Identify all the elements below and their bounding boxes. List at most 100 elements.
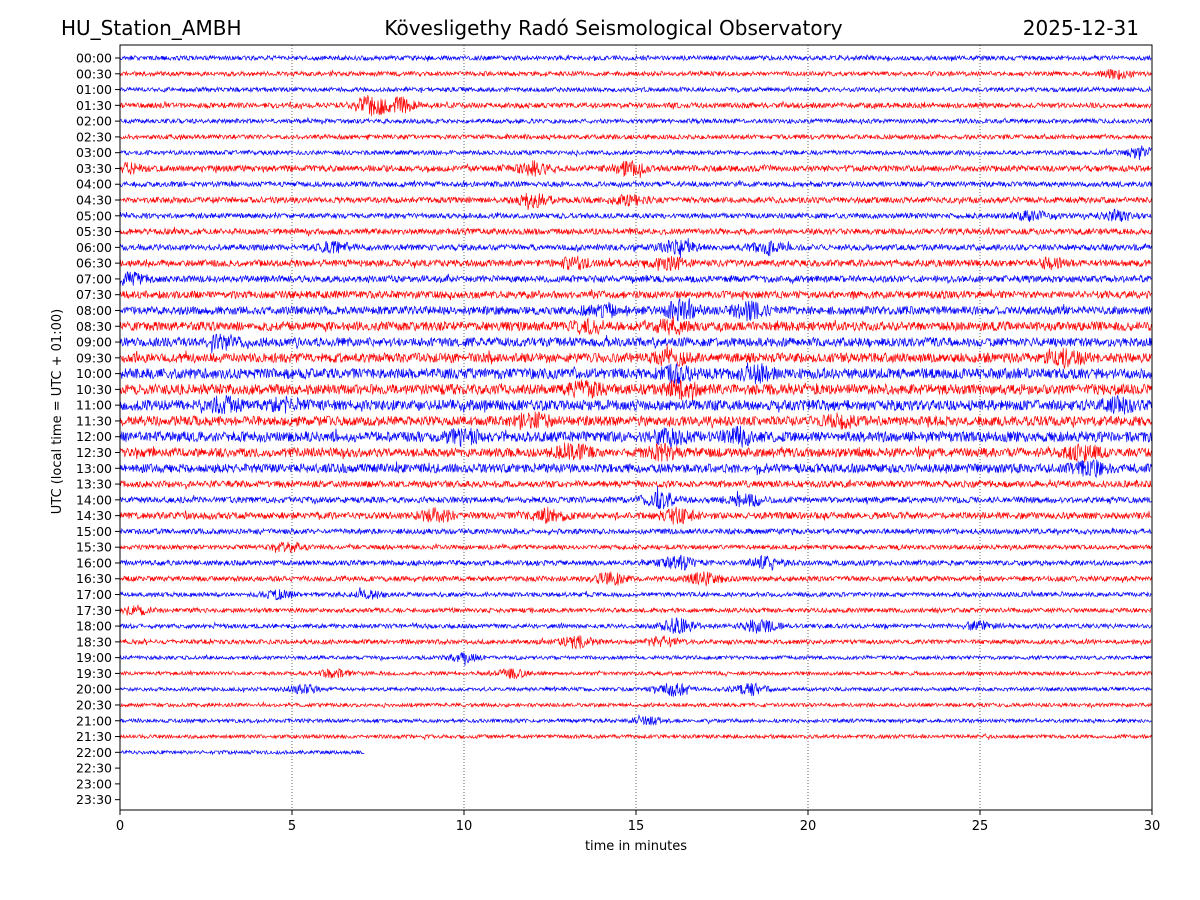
row-label: 03:30 (76, 161, 112, 176)
row-label: 13:00 (76, 461, 112, 476)
trace-2100 (119, 713, 1152, 726)
trace-1130 (119, 411, 1152, 431)
row-label: 00:30 (76, 66, 112, 81)
trace-2000 (119, 682, 1152, 697)
trace-1700 (119, 587, 1152, 601)
row-label: 14:30 (76, 508, 112, 523)
trace-0000 (119, 54, 1152, 62)
row-label: 05:00 (76, 208, 112, 223)
row-label: 13:30 (76, 477, 112, 492)
row-label: 02:00 (76, 114, 112, 129)
chart-title: Kövesligethy Radó Seismological Observat… (384, 16, 843, 40)
trace-1100 (119, 394, 1152, 415)
trace-0300 (119, 145, 1152, 161)
trace-0400 (119, 179, 1152, 189)
trace-0130 (119, 95, 1152, 117)
seismic-traces (119, 54, 1152, 756)
row-label: 23:00 (76, 776, 112, 791)
row-label: 02:30 (76, 129, 112, 144)
trace-0800 (119, 297, 1152, 322)
y-axis-ticks: 00:0000:3001:0001:3002:0002:3003:0003:30… (76, 51, 120, 807)
row-label: 09:00 (76, 335, 112, 350)
trace-0100 (119, 85, 1152, 94)
trace-1930 (119, 667, 1152, 680)
trace-0030 (119, 69, 1152, 80)
x-tick-label: 15 (628, 819, 645, 834)
row-label: 04:30 (76, 193, 112, 208)
row-label: 01:00 (76, 82, 112, 97)
row-label: 11:30 (76, 413, 112, 428)
row-label: 20:30 (76, 697, 112, 712)
row-label: 11:00 (76, 398, 112, 413)
trace-1730 (119, 604, 1152, 616)
x-tick-label: 30 (1144, 819, 1161, 834)
row-label: 21:00 (76, 713, 112, 728)
row-label: 05:30 (76, 224, 112, 239)
row-label: 12:30 (76, 445, 112, 460)
trace-0700 (119, 271, 1152, 288)
trace-2200 (119, 749, 365, 756)
x-axis-label: time in minutes (585, 839, 687, 854)
trace-1000 (119, 362, 1152, 385)
trace-1900 (119, 652, 1152, 666)
trace-0200 (119, 116, 1152, 126)
trace-1230 (119, 442, 1152, 463)
row-label: 23:30 (76, 792, 112, 807)
row-label: 21:30 (76, 729, 112, 744)
row-label: 19:00 (76, 650, 112, 665)
row-label: 10:00 (76, 366, 112, 381)
row-label: 07:00 (76, 271, 112, 286)
row-label: 16:30 (76, 571, 112, 586)
row-label: 16:00 (76, 555, 112, 570)
trace-1530 (119, 541, 1152, 554)
row-label: 06:30 (76, 256, 112, 271)
x-tick-label: 25 (972, 819, 989, 834)
row-label: 15:00 (76, 524, 112, 539)
row-label: 06:00 (76, 240, 112, 255)
row-label: 00:00 (76, 51, 112, 66)
trace-0530 (119, 226, 1152, 237)
row-label: 20:00 (76, 682, 112, 697)
row-label: 15:30 (76, 540, 112, 555)
trace-2130 (119, 732, 1152, 741)
trace-1030 (119, 379, 1152, 402)
trace-1630 (119, 571, 1152, 587)
trace-0730 (119, 289, 1152, 301)
row-label: 18:30 (76, 634, 112, 649)
trace-1400 (119, 485, 1152, 510)
row-label: 03:00 (76, 145, 112, 160)
row-label: 17:30 (76, 603, 112, 618)
row-label: 17:00 (76, 587, 112, 602)
trace-0930 (119, 344, 1152, 369)
row-label: 18:00 (76, 619, 112, 634)
row-label: 10:30 (76, 382, 112, 397)
trace-1830 (119, 635, 1152, 650)
chart-date: 2025-12-31 (1022, 16, 1139, 40)
trace-1600 (119, 554, 1152, 571)
y-axis-label: UTC (local time = UTC + 01:00) (50, 309, 65, 514)
trace-0330 (119, 160, 1152, 179)
trace-1300 (119, 459, 1152, 479)
trace-1800 (119, 616, 1152, 635)
trace-0900 (119, 333, 1152, 354)
x-axis-ticks: 0 5 10 15 20 25 30 (116, 810, 1160, 834)
trace-1200 (119, 425, 1152, 449)
trace-1330 (119, 479, 1152, 490)
trace-0500 (119, 208, 1152, 223)
x-tick-label: 20 (800, 819, 817, 834)
x-tick-label: 5 (288, 819, 296, 834)
row-label: 04:00 (76, 177, 112, 192)
trace-0600 (119, 238, 1152, 258)
row-label: 22:00 (76, 745, 112, 760)
station-name: HU_Station_AMBH (61, 16, 242, 40)
x-tick-label: 10 (456, 819, 473, 834)
row-label: 01:30 (76, 98, 112, 113)
x-tick-label: 0 (116, 819, 124, 834)
row-label: 08:00 (76, 303, 112, 318)
trace-1430 (119, 506, 1152, 525)
trace-0630 (119, 255, 1152, 272)
row-label: 19:30 (76, 666, 112, 681)
row-label: 09:30 (76, 350, 112, 365)
trace-0430 (119, 192, 1152, 211)
